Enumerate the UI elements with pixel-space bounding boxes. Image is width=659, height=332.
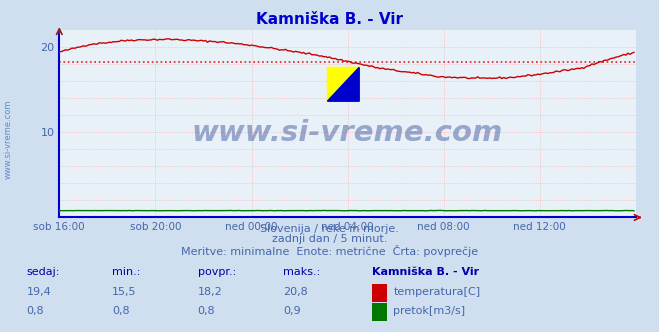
Text: 20,8: 20,8 [283,287,308,297]
Text: maks.:: maks.: [283,267,321,277]
Text: sedaj:: sedaj: [26,267,60,277]
Text: Slovenija / reke in morje.: Slovenija / reke in morje. [260,224,399,234]
Text: 0,8: 0,8 [26,306,44,316]
Text: 0,8: 0,8 [112,306,130,316]
Text: zadnji dan / 5 minut.: zadnji dan / 5 minut. [272,234,387,244]
Text: 18,2: 18,2 [198,287,223,297]
Text: 0,9: 0,9 [283,306,301,316]
Polygon shape [328,67,359,101]
Text: temperatura[C]: temperatura[C] [393,287,480,297]
Text: 15,5: 15,5 [112,287,136,297]
Text: Kamniška B. - Vir: Kamniška B. - Vir [372,267,480,277]
Text: www.si-vreme.com: www.si-vreme.com [192,119,503,147]
Polygon shape [328,67,359,101]
Text: Kamniška B. - Vir: Kamniška B. - Vir [256,12,403,27]
Text: povpr.:: povpr.: [198,267,236,277]
Text: 0,8: 0,8 [198,306,215,316]
Text: pretok[m3/s]: pretok[m3/s] [393,306,465,316]
Polygon shape [328,67,359,101]
Text: 19,4: 19,4 [26,287,51,297]
Text: www.si-vreme.com: www.si-vreme.com [4,100,13,179]
Text: min.:: min.: [112,267,140,277]
Text: Meritve: minimalne  Enote: metrične  Črta: povprečje: Meritve: minimalne Enote: metrične Črta:… [181,245,478,257]
